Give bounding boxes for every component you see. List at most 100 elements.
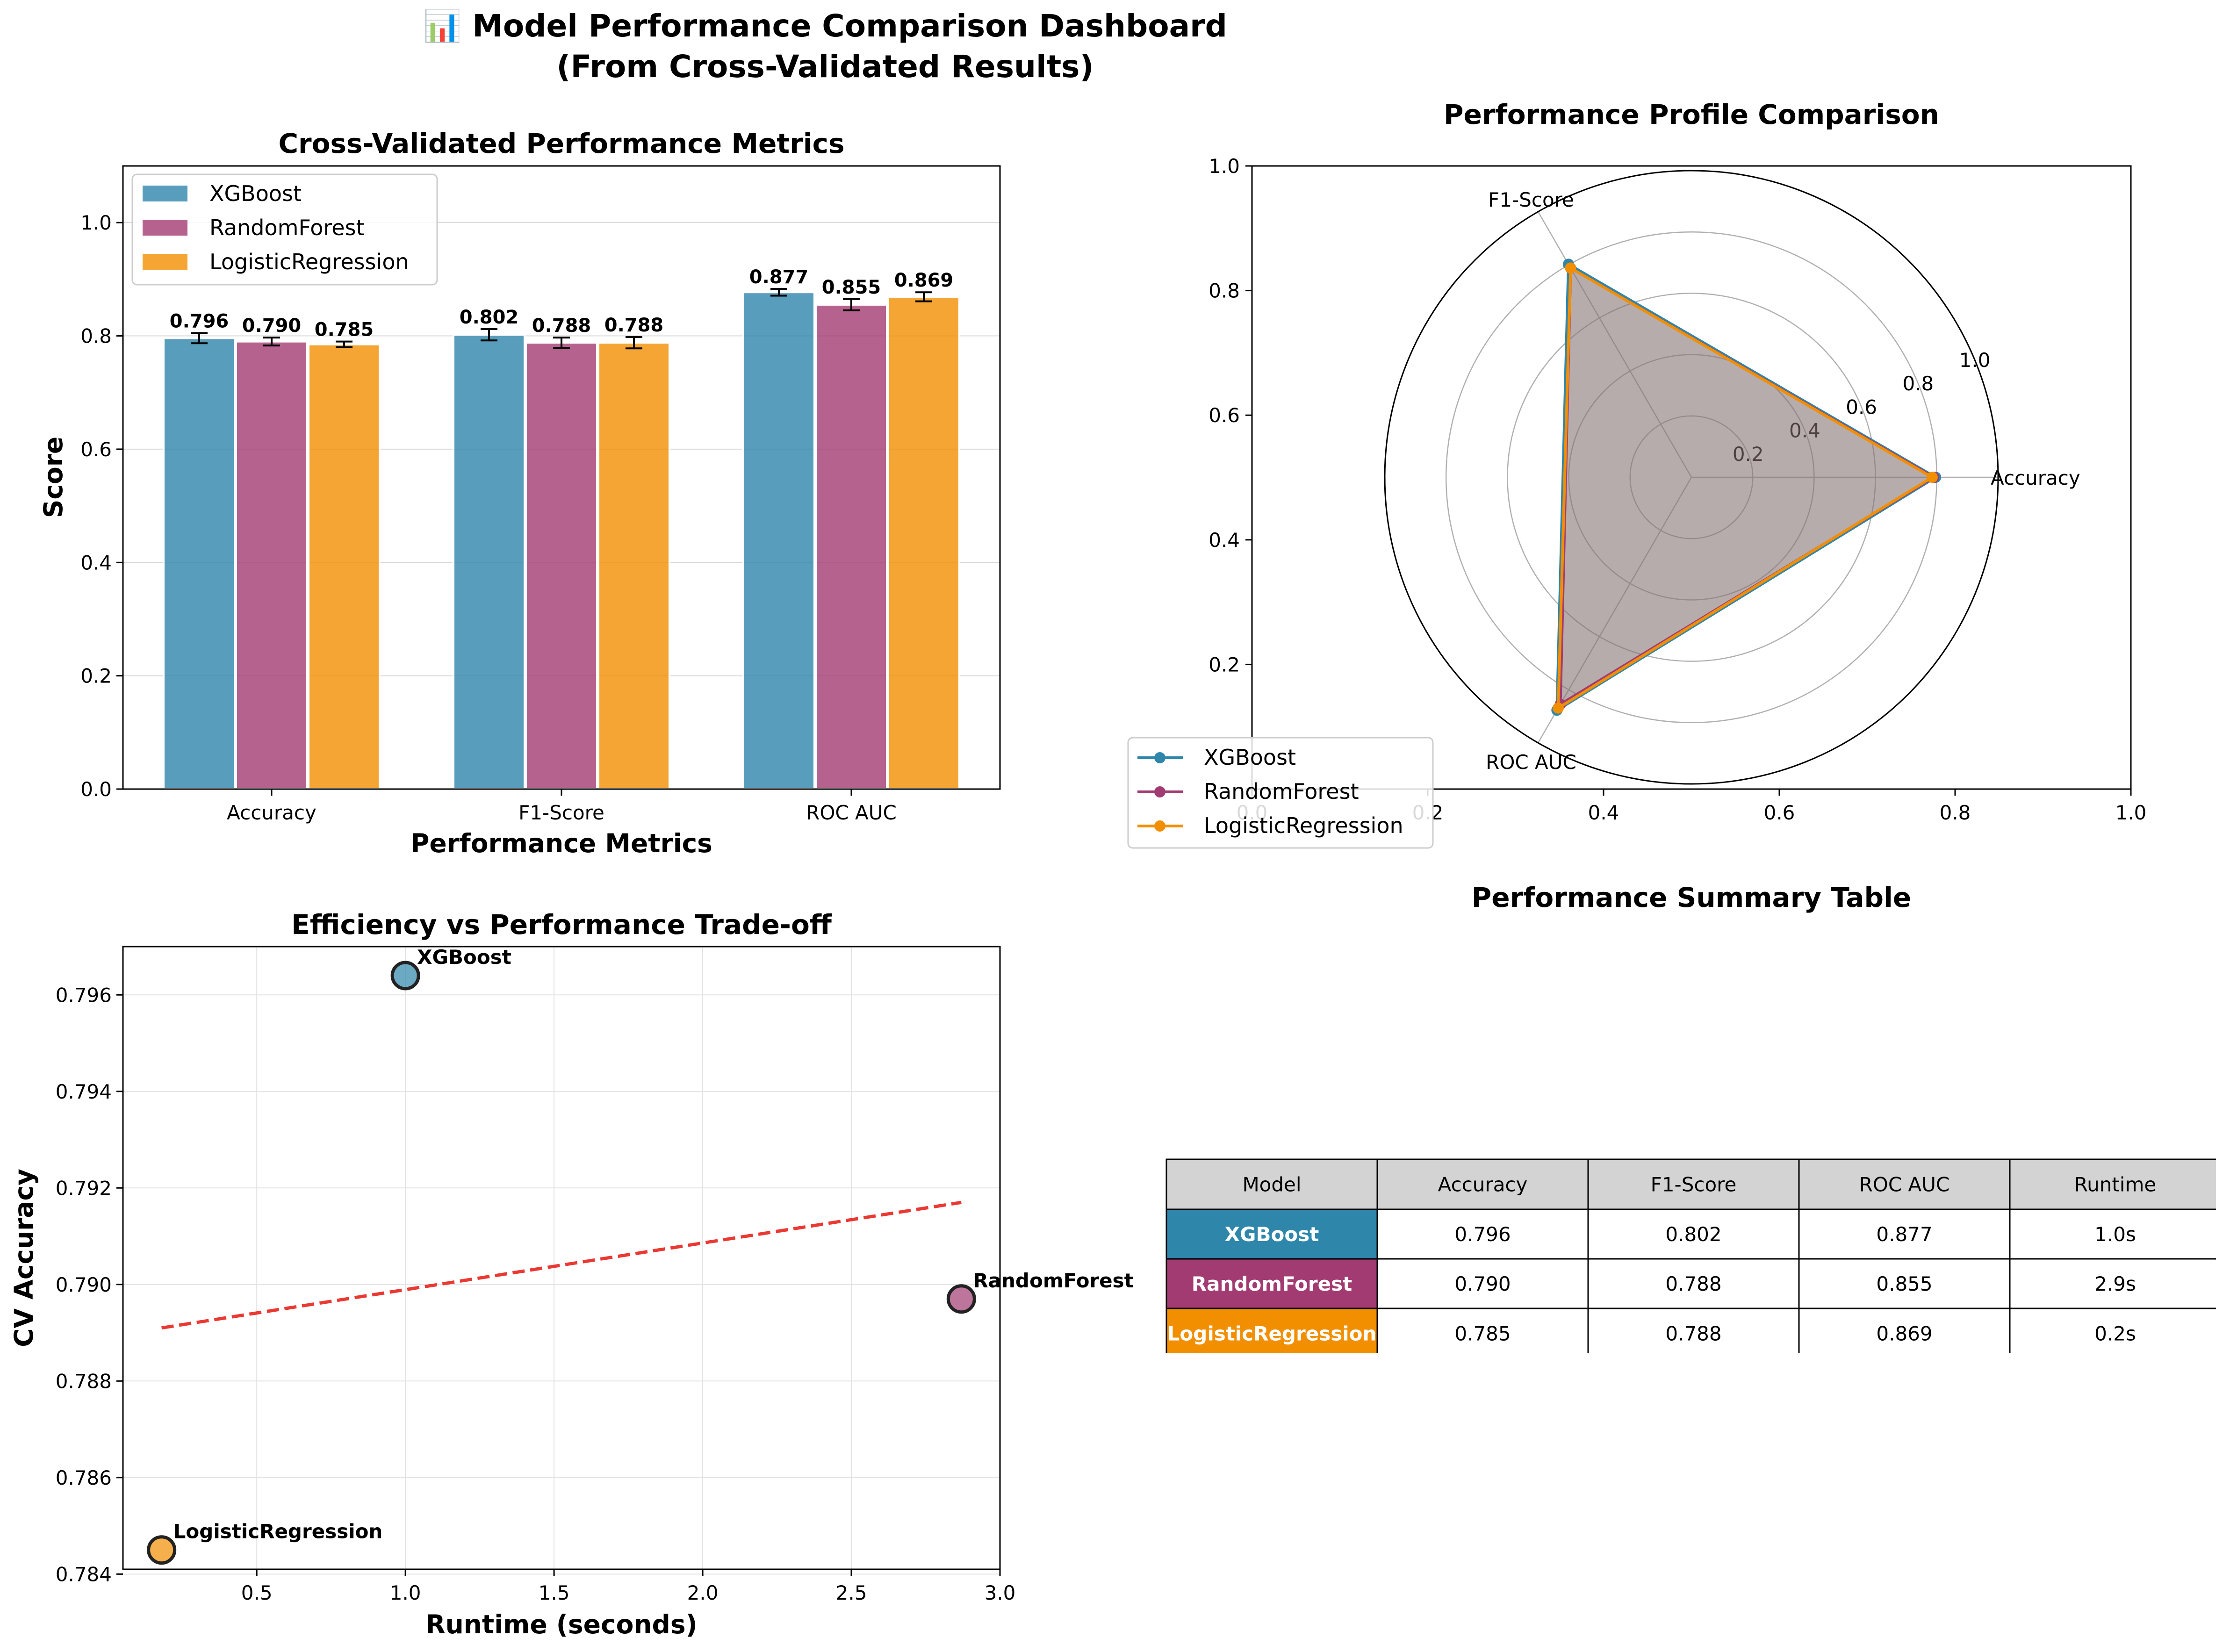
radar-r-tick-label: 0.8 xyxy=(1902,372,1934,395)
scatter-y-ticks: 0.784 0.786 0.788 0.790 0.792 0.794 0.796 xyxy=(56,984,123,1586)
bar-value-label: 0.785 xyxy=(315,319,374,341)
table-cell xyxy=(1798,1258,2011,1309)
bar-chart-y-label: Score xyxy=(38,437,68,518)
scatter-x-ticks: 0.5 1.0 1.5 2.0 2.5 3.0 xyxy=(241,1569,1016,1604)
table-cell-text: 0.802 xyxy=(1665,1223,1721,1246)
radar-chart-legend: XGBoost RandomForest LogisticRegression xyxy=(1127,737,1434,849)
radar-axis-labels: Accuracy F1-Score ROC AUC xyxy=(1486,188,2080,774)
bar-chart-x-ticks: Accuracy F1-Score ROC AUC xyxy=(227,789,897,824)
radar-fill-XGBoost xyxy=(1557,264,1936,711)
radar-axis-label: ROC AUC xyxy=(1486,751,1576,774)
bar-value-label: 0.869 xyxy=(894,270,954,291)
scatter-y-tick-label: 0.790 xyxy=(56,1273,112,1296)
radar-r-tick-label: 0.4 xyxy=(1789,419,1820,442)
radar-spoke xyxy=(1537,211,1692,478)
radar-outer-ring xyxy=(1384,170,1999,785)
radar-point-LogisticRegression xyxy=(1565,262,1576,274)
table-cell xyxy=(1376,1258,1589,1309)
radar-frame-y-tick-label: 0.6 xyxy=(1209,404,1240,427)
table-cell-text: 0.785 xyxy=(1454,1322,1511,1345)
radar-r-tick-label: 0.6 xyxy=(1846,395,1877,418)
scatter-y-tick-label: 0.792 xyxy=(56,1177,112,1199)
table-model-text: XGBoost xyxy=(1225,1223,1319,1246)
table-header-text: Model xyxy=(1242,1173,1301,1196)
table-cell xyxy=(1376,1208,1589,1260)
radar-r-tick-label: 0.2 xyxy=(1733,443,1764,466)
radar-legend-label: RandomForest xyxy=(1204,779,1359,804)
bar-x-tick-label: F1-Score xyxy=(518,801,604,824)
bar-chart-bars xyxy=(163,291,960,790)
scatter-chart-title: Efficiency vs Performance Trade-off xyxy=(291,909,832,941)
bar-chart-legend: XGBoost RandomForest LogisticRegression xyxy=(131,173,438,286)
scatter-y-tick-label: 0.784 xyxy=(56,1563,112,1586)
table-cell-text: 1.0s xyxy=(2094,1223,2136,1246)
bar-LogisticRegression-F1-Score xyxy=(597,342,670,790)
radar-fill-LogisticRegression xyxy=(1558,268,1932,708)
radar-legend-marker xyxy=(1154,752,1165,763)
bar-y-tick-label: 0.2 xyxy=(80,665,112,688)
bar-XGBoost-ROC AUC xyxy=(742,291,815,790)
table-header-cell xyxy=(2009,1158,2216,1210)
table-header-text: F1-Score xyxy=(1651,1173,1737,1196)
bar-y-tick-label: 0.6 xyxy=(80,438,112,461)
table-cell-text: 2.9s xyxy=(2094,1272,2136,1295)
radar-axis-label: F1-Score xyxy=(1488,188,1574,211)
bar-legend-swatch xyxy=(143,220,187,236)
radar-series xyxy=(1551,259,1942,716)
scatter-x-tick-label: 3.0 xyxy=(985,1581,1016,1604)
dashboard-title: 📊 Model Performance Comparison Dashboard xyxy=(423,8,1227,44)
bar-value-label: 0.855 xyxy=(822,277,881,298)
scatter-trendline xyxy=(161,1200,962,1330)
radar-axis-label: Accuracy xyxy=(1991,467,2080,489)
table-header-cell xyxy=(1587,1158,1800,1210)
scatter-point-label: LogisticRegression xyxy=(173,1520,383,1543)
bar-legend-label: XGBoost xyxy=(209,181,302,206)
radar-spoke xyxy=(1537,477,1692,743)
radar-frame-x-tick-label: 0.8 xyxy=(1940,801,1971,824)
radar-legend-label: XGBoost xyxy=(1204,745,1296,770)
bar-chart-panel: Cross-Validated Performance Metrics 0.79… xyxy=(38,128,1001,858)
radar-legend-marker xyxy=(1154,820,1165,832)
radar-line-LogisticRegression xyxy=(1556,266,1935,711)
table-header-text: ROC AUC xyxy=(1859,1173,1950,1196)
summary-table-panel: Performance Summary Table Model Accuracy F… xyxy=(1165,882,2216,1353)
scatter-x-tick-label: 1.5 xyxy=(539,1581,570,1604)
radar-point-LogisticRegression xyxy=(1926,472,1938,483)
radar-frame-y-tick-label: 0.8 xyxy=(1209,280,1240,302)
radar-r-tick-label: 1.0 xyxy=(1959,349,1991,372)
scatter-chart-panel: Efficiency vs Performance Trade-off XGBo… xyxy=(9,909,1134,1639)
table-cell xyxy=(1376,1307,1589,1353)
table-cell xyxy=(1587,1307,1800,1353)
bar-chart-value-labels: 0.796 0.802 0.877 0.790 0.788 0.855 0.785 0.788… xyxy=(170,266,954,341)
radar-fill-RandomForest xyxy=(1560,268,1934,704)
scatter-point-RandomForest xyxy=(946,1284,976,1314)
radar-outer-frame xyxy=(1251,165,2132,790)
table-model-text: RandomForest xyxy=(1192,1272,1352,1295)
scatter-gridlines xyxy=(123,947,1000,1575)
scatter-y-tick-label: 0.794 xyxy=(56,1080,112,1103)
radar-frame-x-tick-label: 0.4 xyxy=(1588,801,1619,824)
bar-LogisticRegression-ROC AUC xyxy=(887,295,960,790)
scatter-y-tick-label: 0.786 xyxy=(56,1466,112,1489)
scatter-y-tick-label: 0.796 xyxy=(56,984,112,1006)
bar-x-tick-label: Accuracy xyxy=(227,801,317,824)
table-model-text: LogisticRegression xyxy=(1167,1322,1377,1345)
scatter-point-LogisticRegression xyxy=(147,1535,177,1565)
table-cell xyxy=(2009,1307,2216,1353)
table-cell xyxy=(1587,1208,1800,1260)
table-header-text: Runtime xyxy=(2074,1173,2156,1196)
bar-legend-swatch xyxy=(143,254,187,270)
scatter-x-label: Runtime (seconds) xyxy=(425,1609,698,1639)
bar-y-tick-label: 0.8 xyxy=(80,325,112,348)
scatter-x-tick-label: 2.0 xyxy=(687,1581,719,1604)
bar-XGBoost-F1-Score xyxy=(453,334,525,790)
table-cell xyxy=(2009,1208,2216,1260)
table-cell-text: 0.855 xyxy=(1876,1272,1932,1295)
scatter-y-label: CV Accuracy xyxy=(9,1169,39,1347)
radar-chart-panel: Performance Profile Comparison 0.00.20.4… xyxy=(1127,99,2146,849)
bar-chart-y-ticks: 0.0 0.2 0.4 0.6 0.8 1.0 xyxy=(80,211,123,801)
bar-RandomForest-ROC AUC xyxy=(815,303,888,790)
table-cell-text: 0.2s xyxy=(2094,1322,2136,1345)
table-cell-text: 0.788 xyxy=(1665,1322,1721,1345)
table-model-cell xyxy=(1165,1307,1378,1353)
